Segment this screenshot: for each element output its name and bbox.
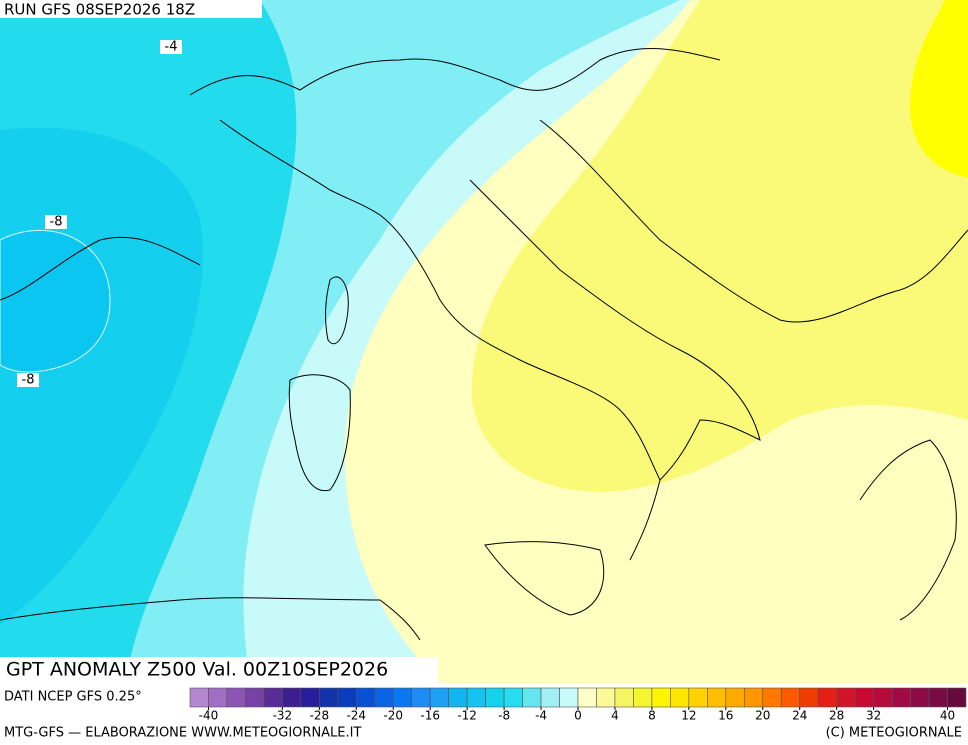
colorbar-box <box>688 687 708 708</box>
colorbar-box <box>854 687 874 708</box>
coastline-greece <box>859 439 957 621</box>
colorbar-tick-label: -4 <box>535 709 547 723</box>
sardinia <box>288 374 351 492</box>
colorbar-tick-label: 20 <box>755 709 770 723</box>
colorbar-tick-label: -32 <box>273 709 293 723</box>
colorbar-box <box>799 687 819 708</box>
colorbar-box <box>245 687 265 708</box>
contour-label: -8 <box>22 373 35 388</box>
colorbar-box <box>670 687 690 708</box>
map-title: GPT ANOMALY Z500 Val. 00Z10SEP2026 <box>6 659 388 681</box>
colorbar-tick-label: -16 <box>420 709 440 723</box>
coastline-africa <box>0 597 421 641</box>
colorbar-box <box>743 687 764 708</box>
colorbar-tick-label: 24 <box>792 709 807 723</box>
colorbar-tick-label: 12 <box>681 709 696 723</box>
colorbar-box <box>873 687 893 708</box>
colorbar-box <box>429 687 449 708</box>
colorbar-box <box>596 687 616 708</box>
colorbar-box <box>300 687 320 708</box>
colorbar-box <box>614 687 634 708</box>
source-label: DATI NCEP GFS 0.25° <box>4 690 142 705</box>
coastline-italy-east <box>469 179 761 481</box>
colorbar-tick-label: 0 <box>574 709 582 723</box>
field-yellow <box>471 0 968 492</box>
coastline-balkans <box>539 119 968 323</box>
run-label: RUN GFS 08SEP2026 18Z <box>4 1 195 19</box>
colorbar-box <box>374 687 394 708</box>
colorbar-box <box>947 687 967 708</box>
colorbar-box <box>282 687 302 708</box>
colorbar-tick-label: 4 <box>611 709 619 723</box>
colorbar-box <box>762 687 782 708</box>
colorbar-tick-label: -12 <box>457 709 477 723</box>
footer-right: (C) METEOGIORNALE <box>826 726 962 741</box>
colorbar-box <box>633 687 653 708</box>
colorbar-box <box>392 687 413 708</box>
header-box <box>0 0 262 18</box>
colorbar-box <box>355 687 376 708</box>
contour-label-box <box>160 40 182 54</box>
colorbar-box <box>577 687 597 708</box>
field-minus8 <box>0 229 111 373</box>
colorbar-box <box>780 687 801 708</box>
colorbar-box <box>651 687 671 708</box>
colorbar-box <box>448 687 468 708</box>
colorbar-box <box>540 687 560 708</box>
colorbar-tick-label: 8 <box>648 709 656 723</box>
colorbar-tick-label: 16 <box>718 709 733 723</box>
colorbar-box <box>208 687 228 708</box>
colorbar-box <box>337 687 357 708</box>
colorbar-tick-label: 32 <box>866 709 881 723</box>
contour-label-box <box>17 373 39 387</box>
colorbar-box <box>189 687 209 708</box>
colorbar: -40 -32 -28 -24 -20 -16 -12 -8 -4 0 4 8 12 16 20 24 28 32… <box>189 687 967 723</box>
colorbar-tick-label: -40 <box>199 709 219 723</box>
corsica <box>325 276 349 345</box>
contour-label-box <box>45 215 67 229</box>
colorbar-tick-label: -8 <box>498 709 510 723</box>
footer-left: MTG-GFS — ELABORAZIONE WWW.METEOGIORNALE… <box>4 726 361 741</box>
colorbar-box <box>817 687 837 708</box>
border <box>189 47 721 96</box>
colorbar-box <box>707 687 727 708</box>
colorbar-box <box>910 687 930 708</box>
sicily <box>484 541 605 616</box>
colorbar-box <box>725 687 745 708</box>
colorbar-box <box>263 687 283 708</box>
field-yellow-strong <box>910 0 968 178</box>
contour-label: -4 <box>165 40 178 55</box>
colorbar-tick-label: -20 <box>383 709 403 723</box>
colorbar-box <box>466 687 486 708</box>
colorbar-box <box>891 687 911 708</box>
colorbar-box <box>522 687 542 708</box>
colorbar-box <box>928 687 948 708</box>
colorbar-box <box>485 687 505 708</box>
title-box <box>0 657 438 683</box>
coastline-italy-west <box>219 119 661 561</box>
colorbar-tick-label: -28 <box>310 709 330 723</box>
colorbar-tick-label: 28 <box>829 709 844 723</box>
colorbar-box <box>836 687 856 708</box>
coastline-france <box>0 236 201 301</box>
colorbar-box <box>559 687 579 708</box>
colorbar-box <box>226 687 246 708</box>
colorbar-box <box>319 687 339 708</box>
contour-label: -8 <box>50 215 63 230</box>
colorbar-tick-label: -24 <box>346 709 366 723</box>
colorbar-box <box>503 687 523 708</box>
colorbar-box <box>411 687 431 708</box>
colorbar-tick-label: 40 <box>940 709 955 723</box>
